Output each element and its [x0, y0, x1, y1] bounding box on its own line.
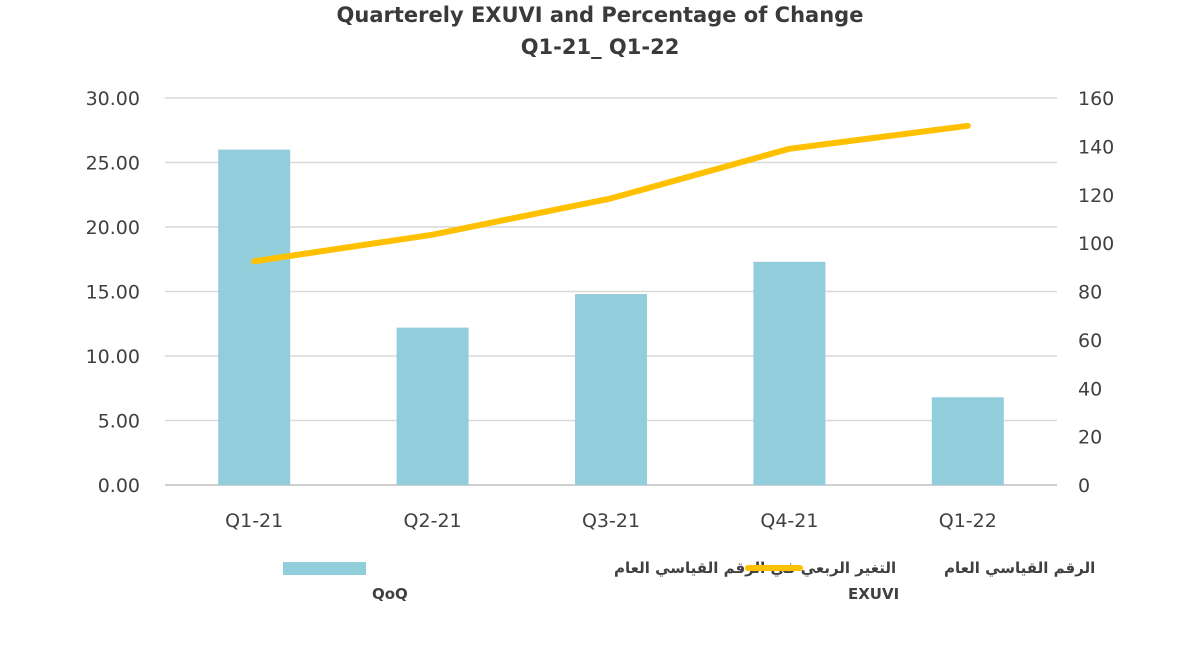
x-tick-label: Q1-21	[225, 510, 283, 532]
left-tick-label: 10.00	[86, 346, 140, 368]
bar	[575, 294, 647, 485]
left-tick-label: 30.00	[86, 88, 140, 110]
legend: التغير الربعي في الرقم القياسي العام QoQ…	[283, 559, 1095, 603]
right-tick-label: 120	[1078, 185, 1114, 207]
line-series	[251, 122, 971, 265]
x-tick-label: Q4-21	[760, 510, 818, 532]
legend-label-line-en: EXUVI	[848, 585, 899, 603]
right-axis-ticks: 0 20 40 60 80 100 120 140 160	[1078, 88, 1114, 497]
left-tick-label: 15.00	[86, 282, 140, 304]
legend-label-bar-en: QoQ	[372, 585, 408, 603]
legend-swatch-bar	[283, 562, 366, 575]
bar-series	[218, 149, 1004, 485]
left-tick-label: 5.00	[98, 411, 140, 433]
right-tick-label: 80	[1078, 282, 1102, 304]
bar	[931, 397, 1004, 485]
bar	[396, 327, 469, 485]
x-tick-label: Q1-22	[939, 510, 997, 532]
bar	[218, 149, 291, 485]
right-tick-label: 40	[1078, 378, 1102, 400]
chart-title: Quarterely EXUVI and Percentage of Chang…	[337, 3, 864, 27]
x-axis-ticks: Q1-21 Q2-21 Q3-21 Q4-21 Q1-22	[225, 510, 997, 532]
right-tick-label: 60	[1078, 330, 1102, 352]
right-tick-label: 0	[1078, 475, 1090, 497]
bar	[753, 261, 826, 485]
right-tick-label: 160	[1078, 88, 1114, 110]
left-axis-ticks: 0.00 5.00 10.00 15.00 20.00 25.00 30.00	[86, 88, 140, 497]
series-line	[251, 122, 971, 265]
x-tick-label: Q2-21	[404, 510, 462, 532]
right-tick-label: 100	[1078, 233, 1114, 255]
left-tick-label: 20.00	[86, 217, 140, 239]
legend-label-line-ar: الرقم القياسي العام	[944, 559, 1095, 577]
left-tick-label: 0.00	[98, 475, 140, 497]
x-tick-label: Q3-21	[582, 510, 640, 532]
chart-subtitle: Q1-21_ Q1-22	[521, 35, 680, 59]
left-tick-label: 25.00	[86, 153, 140, 175]
right-tick-label: 140	[1078, 136, 1114, 158]
right-tick-label: 20	[1078, 427, 1102, 449]
